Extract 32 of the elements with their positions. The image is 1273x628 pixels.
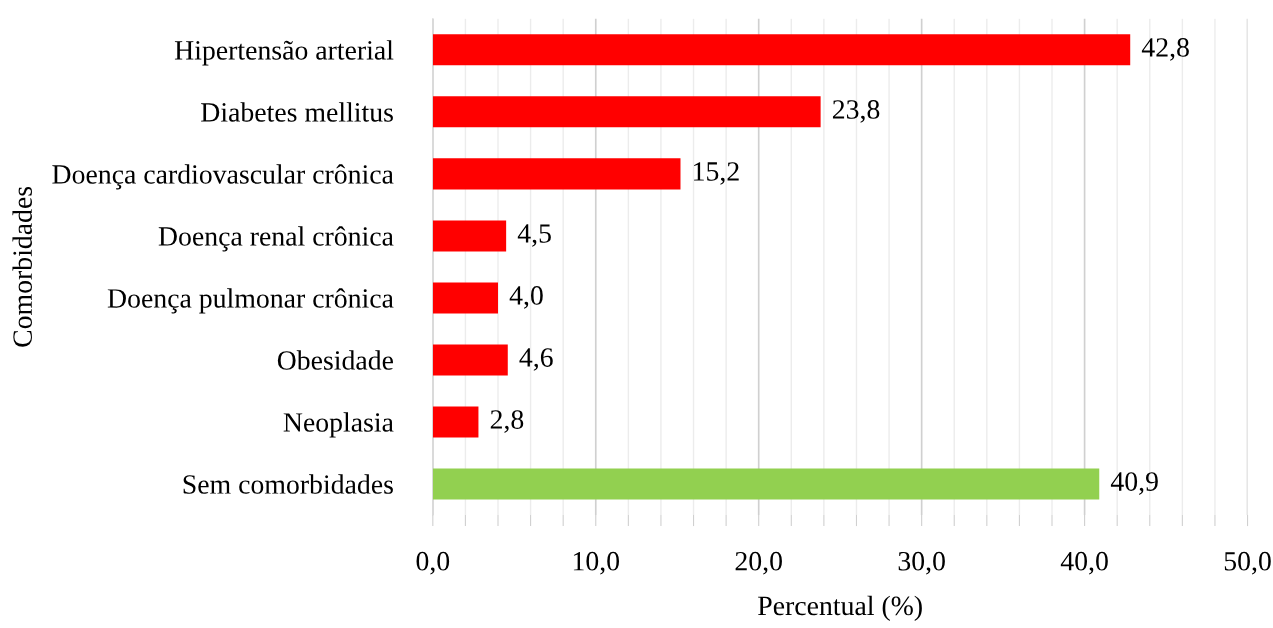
- y-tick-label: Doença cardiovascular crônica: [52, 164, 394, 190]
- data-label: 40,9: [1110, 472, 1158, 495]
- x-tick-label: 10,0: [573, 551, 620, 575]
- y-tick-label: Doença pulmonar crônica: [107, 288, 394, 314]
- bar: [432, 220, 507, 252]
- data-label: 15,2: [694, 162, 739, 185]
- data-label: 4,6: [519, 348, 553, 371]
- x-tick-label: 40,0: [1060, 551, 1108, 575]
- bar: [432, 468, 1100, 500]
- bar: [432, 34, 1131, 66]
- bar: [432, 96, 821, 128]
- bar: [432, 344, 508, 376]
- bar: [432, 158, 681, 190]
- bar: [432, 282, 498, 314]
- bar: [432, 406, 479, 438]
- x-tick-label: 50,0: [1224, 551, 1271, 575]
- data-label: 2,8: [490, 410, 524, 433]
- y-tick-label: Hipertensão arterial: [174, 40, 394, 66]
- data-label: 42,8: [1141, 38, 1189, 61]
- data-label: 4,0: [509, 286, 543, 309]
- y-tick-label: Doença renal crônica: [158, 226, 394, 252]
- y-axis-title: Comorbidades: [12, 186, 32, 347]
- x-tick-label: 0,0: [416, 551, 450, 575]
- y-tick-label: Diabetes mellitus: [201, 102, 393, 122]
- y-tick-label: Sem comorbidades: [183, 474, 393, 494]
- x-tick-label: 30,0: [898, 551, 945, 575]
- data-label: 4,5: [517, 224, 551, 247]
- y-tick-label: Obesidade: [277, 350, 393, 370]
- x-axis-title: Percentual (%): [758, 595, 922, 621]
- x-tick-label: 20,0: [735, 551, 782, 575]
- data-label: 23,8: [832, 100, 880, 123]
- y-tick-label: Neoplasia: [283, 412, 394, 438]
